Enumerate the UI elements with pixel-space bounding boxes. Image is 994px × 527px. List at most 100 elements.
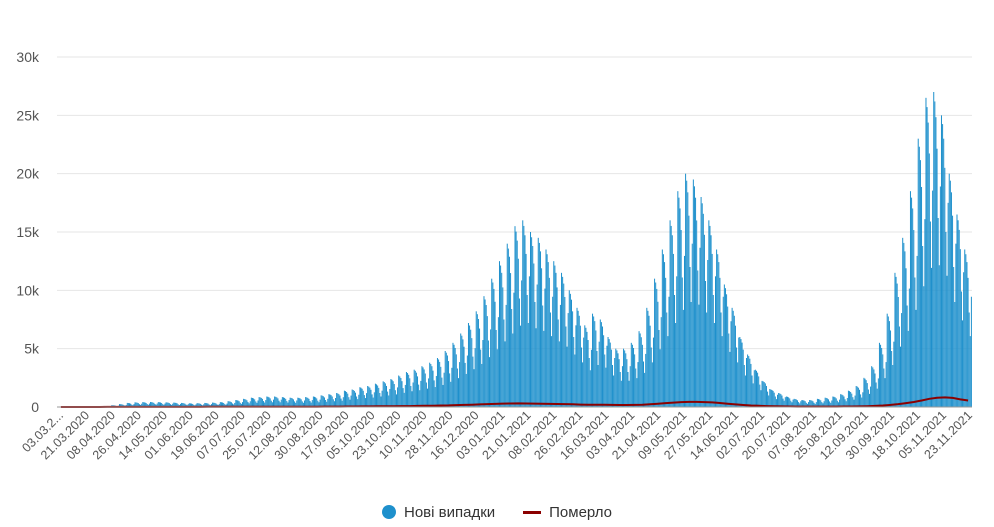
bar-new-cases[interactable] bbox=[586, 331, 588, 407]
bar-new-cases[interactable] bbox=[627, 372, 629, 407]
bar-new-cases[interactable] bbox=[174, 402, 176, 407]
bar-new-cases[interactable] bbox=[628, 380, 630, 407]
bar-new-cases[interactable] bbox=[726, 294, 728, 407]
bar-new-cases[interactable] bbox=[901, 313, 903, 407]
bar-new-cases[interactable] bbox=[872, 367, 874, 407]
bar-new-cases[interactable] bbox=[831, 400, 833, 407]
bar-new-cases[interactable] bbox=[314, 396, 315, 407]
bar-new-cases[interactable] bbox=[969, 336, 971, 408]
bar-new-cases[interactable] bbox=[228, 401, 230, 407]
bar-new-cases[interactable] bbox=[383, 382, 385, 407]
bar-new-cases[interactable] bbox=[166, 402, 168, 407]
bar-new-cases[interactable] bbox=[687, 192, 689, 407]
bar-new-cases[interactable] bbox=[809, 400, 811, 407]
bar-new-cases[interactable] bbox=[307, 397, 309, 407]
bar-new-cases[interactable] bbox=[668, 296, 670, 407]
bar-new-cases[interactable] bbox=[712, 295, 714, 407]
bar-new-cases[interactable] bbox=[420, 380, 422, 407]
bar-new-cases[interactable] bbox=[352, 390, 354, 407]
bar-new-cases[interactable] bbox=[366, 393, 368, 407]
bar-new-cases[interactable] bbox=[922, 246, 924, 407]
bar-new-cases[interactable] bbox=[338, 394, 340, 407]
bar-new-cases[interactable] bbox=[476, 314, 478, 407]
bar-new-cases[interactable] bbox=[353, 390, 355, 407]
bar-new-cases[interactable] bbox=[883, 368, 885, 408]
bar-new-cases[interactable] bbox=[826, 398, 828, 407]
bar-new-cases[interactable] bbox=[683, 255, 685, 407]
bar-new-cases[interactable] bbox=[958, 229, 960, 407]
bar-new-cases[interactable] bbox=[801, 400, 803, 407]
bar-new-cases[interactable] bbox=[285, 398, 287, 407]
bar-new-cases[interactable] bbox=[281, 397, 283, 407]
bar-new-cases[interactable] bbox=[342, 397, 344, 407]
bar-new-cases[interactable] bbox=[480, 349, 482, 407]
bar-new-cases[interactable] bbox=[636, 378, 638, 408]
bar-new-cases[interactable] bbox=[680, 230, 682, 407]
bar-new-cases[interactable] bbox=[407, 373, 409, 407]
bar-new-cases[interactable] bbox=[536, 284, 538, 408]
bar-new-cases[interactable] bbox=[185, 404, 187, 407]
bar-new-cases[interactable] bbox=[282, 397, 284, 407]
bar-new-cases[interactable] bbox=[842, 395, 844, 407]
bar-new-cases[interactable] bbox=[253, 398, 255, 407]
bar-new-cases[interactable] bbox=[867, 389, 869, 408]
bar-new-cases[interactable] bbox=[148, 403, 150, 407]
bar-new-cases[interactable] bbox=[316, 398, 318, 407]
bar-new-cases[interactable] bbox=[758, 376, 760, 407]
bar-new-cases[interactable] bbox=[554, 265, 556, 407]
bar-new-cases[interactable] bbox=[425, 382, 427, 408]
bar-new-cases[interactable] bbox=[330, 395, 332, 407]
bar-new-cases[interactable] bbox=[772, 390, 774, 407]
bar-new-cases[interactable] bbox=[919, 160, 921, 407]
bar-new-cases[interactable] bbox=[514, 226, 516, 407]
bar-new-cases[interactable] bbox=[700, 197, 702, 407]
bar-new-cases[interactable] bbox=[305, 397, 307, 407]
bar-new-cases[interactable] bbox=[878, 342, 880, 407]
bar-new-cases[interactable] bbox=[412, 382, 414, 408]
bar-new-cases[interactable] bbox=[267, 396, 269, 407]
bar-new-cases[interactable] bbox=[559, 304, 561, 407]
bar-new-cases[interactable] bbox=[295, 402, 297, 407]
bar-new-cases[interactable] bbox=[613, 375, 615, 408]
bar-new-cases[interactable] bbox=[691, 243, 693, 407]
bar-new-cases[interactable] bbox=[284, 397, 286, 407]
bar-new-cases[interactable] bbox=[945, 232, 947, 407]
bar-new-cases[interactable] bbox=[382, 381, 384, 407]
bar-new-cases[interactable] bbox=[448, 361, 450, 407]
bar-new-cases[interactable] bbox=[219, 402, 221, 407]
bar-new-cases[interactable] bbox=[546, 254, 548, 407]
bar-new-cases[interactable] bbox=[729, 351, 731, 408]
bar-new-cases[interactable] bbox=[197, 403, 199, 407]
bar-new-cases[interactable] bbox=[312, 396, 314, 408]
bar-new-cases[interactable] bbox=[306, 397, 308, 407]
bar-new-cases[interactable] bbox=[938, 265, 940, 407]
bar-new-cases[interactable] bbox=[119, 404, 121, 407]
bar-new-cases[interactable] bbox=[576, 307, 578, 407]
bar-new-cases[interactable] bbox=[674, 295, 676, 407]
bar-new-cases[interactable] bbox=[916, 255, 918, 407]
bar-new-cases[interactable] bbox=[733, 315, 735, 407]
bar-new-cases[interactable] bbox=[239, 402, 241, 407]
bar-new-cases[interactable] bbox=[517, 258, 519, 407]
bar-new-cases[interactable] bbox=[771, 390, 773, 407]
bar-new-cases[interactable] bbox=[456, 368, 458, 408]
bar-new-cases[interactable] bbox=[787, 396, 789, 407]
bar-new-cases[interactable] bbox=[376, 384, 378, 407]
bar-new-cases[interactable] bbox=[384, 383, 386, 407]
bar-new-cases[interactable] bbox=[176, 403, 178, 407]
bar-new-cases[interactable] bbox=[254, 399, 256, 407]
bar-new-cases[interactable] bbox=[223, 402, 225, 407]
bar-new-cases[interactable] bbox=[472, 356, 474, 407]
bar-new-cases[interactable] bbox=[162, 404, 164, 407]
bar-new-cases[interactable] bbox=[659, 349, 661, 407]
bar-new-cases[interactable] bbox=[349, 399, 351, 407]
bar-new-cases[interactable] bbox=[568, 290, 570, 407]
bar-new-cases[interactable] bbox=[525, 253, 527, 407]
bar-new-cases[interactable] bbox=[260, 397, 262, 407]
bar-new-cases[interactable] bbox=[458, 378, 459, 408]
bar-new-cases[interactable] bbox=[708, 220, 710, 407]
bar-new-cases[interactable] bbox=[806, 403, 808, 407]
bar-new-cases[interactable] bbox=[524, 235, 526, 407]
bar-new-cases[interactable] bbox=[794, 399, 796, 407]
bar-new-cases[interactable] bbox=[465, 373, 467, 407]
